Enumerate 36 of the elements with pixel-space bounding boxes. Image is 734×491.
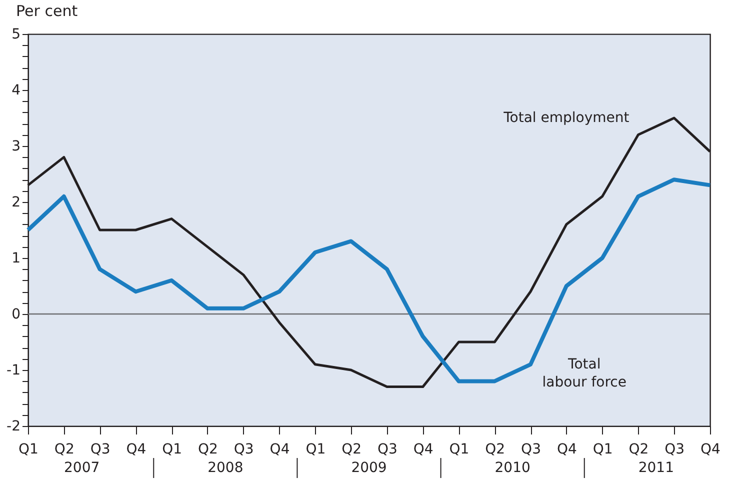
x-tick-label: Q4 [413,442,434,458]
y-tick-label: -2 [6,418,20,434]
x-tick-label: Q4 [126,442,146,458]
x-tick-label: Q3 [234,442,254,458]
y-tick-label: 3 [12,138,20,154]
y-tick-label: 1 [12,250,20,266]
x-tick-label: Q2 [628,442,649,458]
y-tick-label: -1 [6,362,20,378]
x-tick-label: Q2 [342,442,362,458]
text: 2008 [208,460,244,476]
x-tick-label: Q3 [377,442,398,458]
y-tick-label: 0 [12,306,20,322]
x-tick-label: Q4 [270,442,290,458]
x-tick-label: Q4 [700,442,721,458]
x-tick-label: Q3 [664,442,685,458]
text: 2009 [351,460,387,476]
y-tick-label: 4 [12,82,21,98]
text: 2010 [494,460,530,476]
y-tick-label: 5 [12,26,20,42]
text: 2011 [638,460,674,476]
x-tick-label: Q1 [306,442,326,458]
y-tick-label: 2 [12,194,20,210]
series-label: Total labour force [542,356,626,390]
x-tick-label: Q1 [162,442,182,458]
x-tick-label: Q1 [449,442,470,458]
x-tick-label: Q1 [18,442,38,458]
x-tick-label: Q3 [521,442,541,458]
x-tick-label: Q2 [198,442,218,458]
y-axis-title: Per cent [16,2,78,20]
x-tick-label: Q1 [592,442,613,458]
x-tick-label: Q2 [54,442,74,458]
series-label: Total employment [502,110,630,126]
x-tick-label: Q4 [556,442,577,458]
x-tick-label: Q2 [485,442,506,458]
x-tick-label: Q3 [90,442,110,458]
text: 2007 [64,460,100,476]
